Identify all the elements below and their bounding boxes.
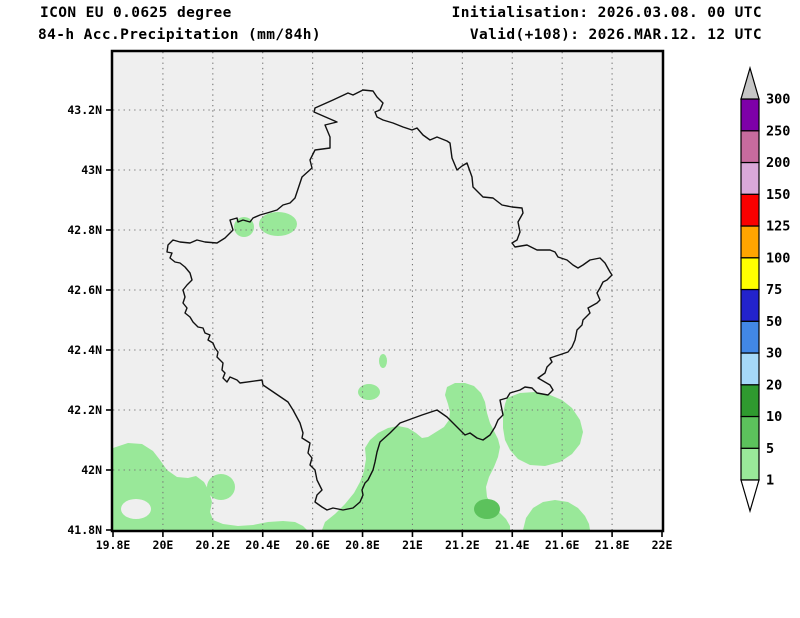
parameter-title: 84-h Acc.Precipitation (mm/84h) bbox=[38, 27, 322, 43]
x-axis-label: 21.8E bbox=[595, 538, 630, 552]
x-axis-label: 21E bbox=[402, 538, 423, 552]
colorbar-segment bbox=[740, 98, 760, 132]
colorbar-label: 300 bbox=[766, 92, 790, 108]
colorbar-label: 5 bbox=[766, 441, 774, 457]
map-layers bbox=[113, 52, 662, 530]
y-axis-label: 41.8N bbox=[67, 523, 102, 537]
initialisation-time: Initialisation: 2026.03.08. 00 UTC bbox=[451, 5, 762, 21]
colorbar-label: 125 bbox=[766, 219, 790, 235]
y-axis-label: 43N bbox=[81, 163, 102, 177]
precip-patch-central-oval bbox=[358, 384, 380, 400]
x-axis-label: 19.8E bbox=[96, 538, 131, 552]
x-axis-label: 21.4E bbox=[495, 538, 530, 552]
colorbar-segment bbox=[740, 352, 760, 386]
colorbar-segment bbox=[740, 415, 760, 449]
y-axis-label: 42.8N bbox=[67, 223, 102, 237]
colorbar-under-arrow bbox=[740, 479, 760, 514]
x-axis-label: 20.6E bbox=[295, 538, 330, 552]
precip-patch-south-central-mass bbox=[322, 383, 510, 530]
colorbar-label: 10 bbox=[766, 409, 782, 425]
colorbar-segment bbox=[740, 384, 760, 418]
country-border-kosovo bbox=[166, 89, 613, 511]
precip-patch-northwest-patch-large bbox=[259, 212, 297, 236]
colorbar-label: 150 bbox=[766, 187, 790, 203]
colorbar-over-arrow bbox=[740, 65, 760, 100]
colorbar-segment bbox=[740, 130, 760, 164]
valid-time: Valid(+108): 2026.MAR.12. 12 UTC bbox=[469, 27, 762, 43]
model-title: ICON EU 0.0625 degree bbox=[40, 5, 232, 21]
colorbar-segment bbox=[740, 320, 760, 354]
colorbar-segment bbox=[740, 257, 760, 291]
precip-patch-bottom-right-patch bbox=[523, 500, 590, 530]
precip-patch-south-central-core bbox=[474, 499, 500, 519]
colorbar-label: 20 bbox=[766, 377, 782, 393]
colorbar-label: 30 bbox=[766, 346, 782, 362]
y-axis-label: 42.4N bbox=[67, 343, 102, 357]
precip-patch-central-speck bbox=[379, 354, 387, 368]
x-axis-label: 20.2E bbox=[196, 538, 231, 552]
colorbar-segment bbox=[740, 161, 760, 195]
colorbar-label: 75 bbox=[766, 282, 782, 298]
precip-patch-southwest-blob bbox=[113, 443, 307, 530]
colorbar-segment bbox=[740, 193, 760, 227]
colorbar-segment bbox=[740, 447, 760, 481]
colorbar-segment bbox=[740, 225, 760, 259]
colorbar-label: 100 bbox=[766, 250, 790, 266]
map-frame bbox=[110, 49, 665, 533]
x-axis-label: 20.4E bbox=[245, 538, 280, 552]
colorbar-label: 50 bbox=[766, 314, 782, 330]
colorbar-segment bbox=[740, 288, 760, 322]
x-axis-label: 21.2E bbox=[445, 538, 480, 552]
x-axis-label: 21.6E bbox=[545, 538, 580, 552]
precip-patch-south-small-oval bbox=[207, 474, 235, 500]
precip-patch-southwest-dry-hole bbox=[121, 499, 151, 519]
y-axis-label: 42N bbox=[81, 463, 102, 477]
precip-patch-southeast-blob bbox=[503, 392, 583, 466]
y-axis-label: 42.6N bbox=[67, 283, 102, 297]
y-axis-label: 43.2N bbox=[67, 103, 102, 117]
x-axis-label: 20E bbox=[153, 538, 174, 552]
colorbar-label: 250 bbox=[766, 123, 790, 139]
colorbar-label: 1 bbox=[766, 473, 774, 489]
y-axis-label: 42.2N bbox=[67, 403, 102, 417]
colorbar-label: 200 bbox=[766, 155, 790, 171]
x-axis-label: 20.8E bbox=[345, 538, 380, 552]
x-axis-label: 22E bbox=[652, 538, 673, 552]
